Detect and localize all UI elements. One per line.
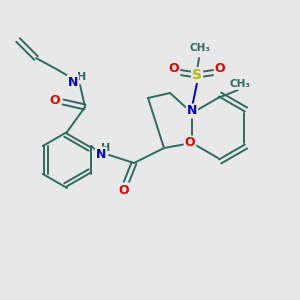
Text: CH₃: CH₃ xyxy=(230,79,250,89)
Text: O: O xyxy=(215,62,225,76)
Text: N: N xyxy=(96,148,106,160)
Text: H: H xyxy=(101,143,111,153)
Text: O: O xyxy=(119,184,129,196)
Text: N: N xyxy=(68,76,78,88)
Text: O: O xyxy=(169,62,179,76)
Text: O: O xyxy=(185,136,195,149)
Text: H: H xyxy=(77,72,87,82)
Text: CH₃: CH₃ xyxy=(190,43,211,53)
Text: O: O xyxy=(50,94,60,106)
Text: N: N xyxy=(187,104,197,118)
Text: S: S xyxy=(192,68,202,82)
